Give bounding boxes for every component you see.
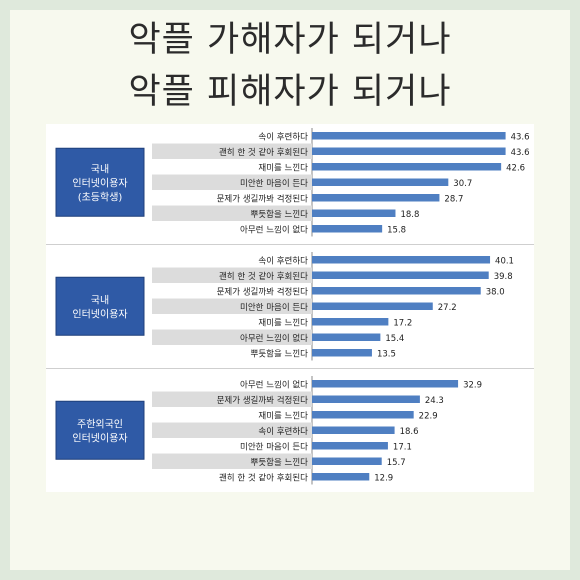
data-bar xyxy=(312,287,481,295)
value-label: 12.9 xyxy=(374,473,393,483)
data-bar xyxy=(312,333,381,341)
row-stripe xyxy=(152,267,312,283)
data-bar xyxy=(312,349,372,357)
category-label: 문제가 생길까봐 걱정된다 xyxy=(217,286,309,297)
category-label: 재미를 느낀다 xyxy=(258,410,308,421)
value-label: 42.6 xyxy=(506,163,525,173)
row-stripe xyxy=(152,298,312,314)
category-label: 문제가 생길까봐 걱정된다 xyxy=(217,395,309,406)
group-label-box xyxy=(55,276,145,336)
data-bar xyxy=(312,318,389,326)
category-label: 아무런 느낌이 없다 xyxy=(240,224,308,235)
value-label: 15.8 xyxy=(387,225,406,235)
value-label: 43.6 xyxy=(511,148,530,158)
value-label: 43.6 xyxy=(511,132,530,142)
value-label: 17.1 xyxy=(393,442,412,452)
row-stripe xyxy=(152,205,312,221)
group-label-text: 인터넷이용자 xyxy=(72,432,127,444)
row-stripe xyxy=(152,453,312,469)
value-label: 22.9 xyxy=(419,411,438,421)
category-label: 문제가 생길까봐 걱정된다 xyxy=(217,193,309,204)
value-label: 30.7 xyxy=(453,179,472,189)
category-label: 재미를 느낀다 xyxy=(258,317,308,328)
value-label: 13.5 xyxy=(377,349,396,359)
data-bar xyxy=(312,132,506,140)
value-label: 40.1 xyxy=(495,256,514,266)
data-bar xyxy=(312,395,420,403)
row-stripe xyxy=(152,174,312,190)
category-label: 괜히 한 것 같아 후회된다 xyxy=(219,472,308,483)
group-label-text: 국내 xyxy=(91,163,109,175)
data-bar xyxy=(312,411,414,419)
row-stripe xyxy=(152,329,312,345)
value-label: 32.9 xyxy=(463,380,482,390)
category-label: 속이 후련하다 xyxy=(258,426,308,437)
category-label: 속이 후련하다 xyxy=(258,131,308,142)
page-title-line-2: 악플 피해자가 되거나 xyxy=(128,72,452,112)
category-label: 아무런 느낌이 없다 xyxy=(240,379,308,390)
group-label-box xyxy=(55,400,145,460)
value-label: 27.2 xyxy=(438,303,457,313)
data-bar xyxy=(312,178,449,186)
chart-panel: 국내 인터넷이용자 (초등학생) 속이 후련하다 43.6 괜히 한 것 같아 후회된다 4… xyxy=(46,124,534,492)
value-label: 15.4 xyxy=(385,334,404,344)
value-label: 39.8 xyxy=(494,272,513,282)
group-label-text: 인터넷이용자 xyxy=(72,308,127,320)
data-bar xyxy=(312,209,396,217)
value-label: 18.8 xyxy=(400,210,419,220)
group-label-text: 주한외국인 xyxy=(77,418,123,430)
value-label: 28.7 xyxy=(444,194,463,204)
category-label: 아무런 느낌이 없다 xyxy=(240,333,308,344)
row-stripe xyxy=(152,422,312,438)
group-label-text: 인터넷이용자 xyxy=(72,177,127,189)
value-label: 38.0 xyxy=(486,287,505,297)
group-label-text: (초등학생) xyxy=(78,191,123,203)
data-bar xyxy=(312,163,502,171)
row-stripe xyxy=(152,143,312,159)
category-label: 뿌듯함을 느낀다 xyxy=(251,348,309,359)
category-label: 미안한 마음이 든다 xyxy=(240,441,308,452)
category-label: 뿌듯함을 느낀다 xyxy=(251,457,309,468)
category-label: 재미를 느낀다 xyxy=(258,162,308,173)
category-label: 괜히 한 것 같아 후회된다 xyxy=(219,147,308,158)
data-bar xyxy=(312,147,506,155)
category-label: 미안한 마음이 든다 xyxy=(240,302,308,313)
data-bar xyxy=(312,457,382,465)
data-bar xyxy=(312,442,388,450)
group-label-text: 국내 xyxy=(91,294,109,306)
data-bar xyxy=(312,225,383,233)
category-label: 속이 후련하다 xyxy=(258,255,308,266)
category-label: 괜히 한 것 같아 후회된다 xyxy=(219,271,308,282)
value-label: 18.6 xyxy=(400,427,419,437)
value-label: 17.2 xyxy=(393,318,412,328)
value-label: 24.3 xyxy=(425,396,444,406)
data-bar xyxy=(312,380,459,388)
data-bar xyxy=(312,194,440,202)
data-bar xyxy=(312,302,433,310)
category-label: 뿌듯함을 느낀다 xyxy=(251,209,309,220)
data-bar xyxy=(312,473,370,481)
category-label: 미안한 마음이 든다 xyxy=(240,178,308,189)
row-stripe xyxy=(152,391,312,407)
data-bar xyxy=(312,426,395,434)
data-bar xyxy=(312,256,491,264)
group-label-box xyxy=(55,147,145,217)
page-title-line-1: 악플 가해자가 되거나 xyxy=(128,20,452,60)
value-label: 15.7 xyxy=(387,458,406,468)
data-bar xyxy=(312,271,489,279)
